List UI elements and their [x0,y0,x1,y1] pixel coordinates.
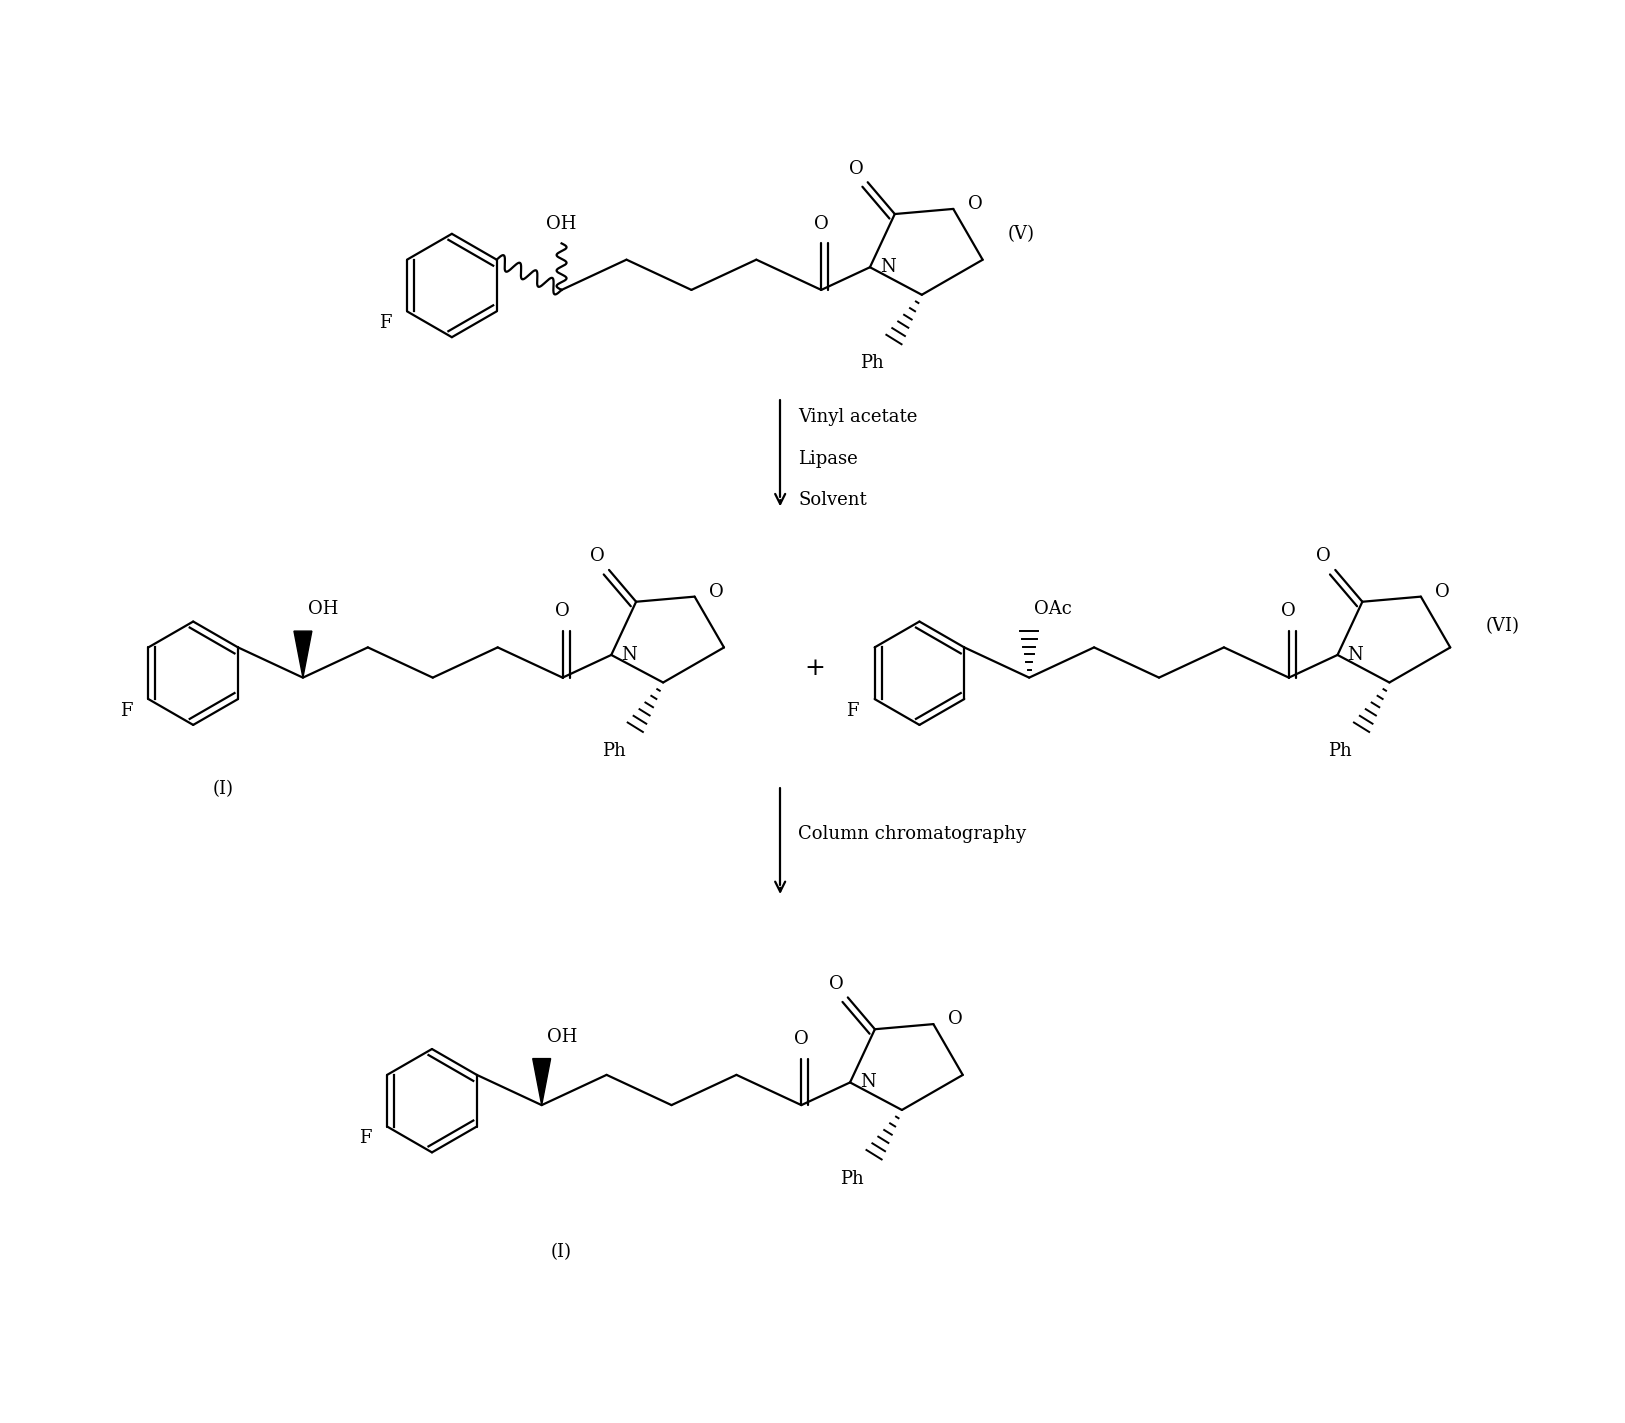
Text: OH: OH [307,601,338,618]
Text: O: O [848,159,863,178]
Text: +: + [804,657,826,680]
Polygon shape [294,632,312,677]
Text: O: O [1435,582,1450,601]
Text: Ph: Ph [860,354,884,373]
Text: O: O [708,582,723,601]
Text: F: F [120,702,133,720]
Text: (I): (I) [551,1242,572,1261]
Text: F: F [359,1130,372,1147]
Text: O: O [1316,548,1331,565]
Polygon shape [533,1059,551,1106]
Text: O: O [947,1010,962,1029]
Text: O: O [556,602,570,620]
Text: Lipase: Lipase [798,450,858,468]
Text: (V): (V) [1008,225,1035,243]
Text: N: N [860,1073,876,1091]
Text: Ph: Ph [840,1170,864,1188]
Text: N: N [621,646,637,665]
Text: O: O [829,975,843,993]
Text: Ph: Ph [1328,743,1352,760]
Text: (I): (I) [213,781,234,798]
Text: N: N [1347,646,1363,665]
Text: Column chromatography: Column chromatography [798,825,1027,844]
Text: O: O [1282,602,1297,620]
Text: Solvent: Solvent [798,491,866,509]
Text: OH: OH [546,1027,577,1046]
Text: (VI): (VI) [1485,618,1519,636]
Text: O: O [590,548,604,565]
Text: OAc: OAc [1034,601,1072,618]
Text: Ph: Ph [601,743,626,760]
Text: O: O [795,1030,809,1047]
Text: N: N [879,258,895,276]
Text: Vinyl acetate: Vinyl acetate [798,408,918,425]
Text: O: O [814,215,829,232]
Text: O: O [968,195,983,213]
Text: F: F [847,702,860,720]
Text: OH: OH [546,215,577,232]
Text: F: F [379,314,392,333]
